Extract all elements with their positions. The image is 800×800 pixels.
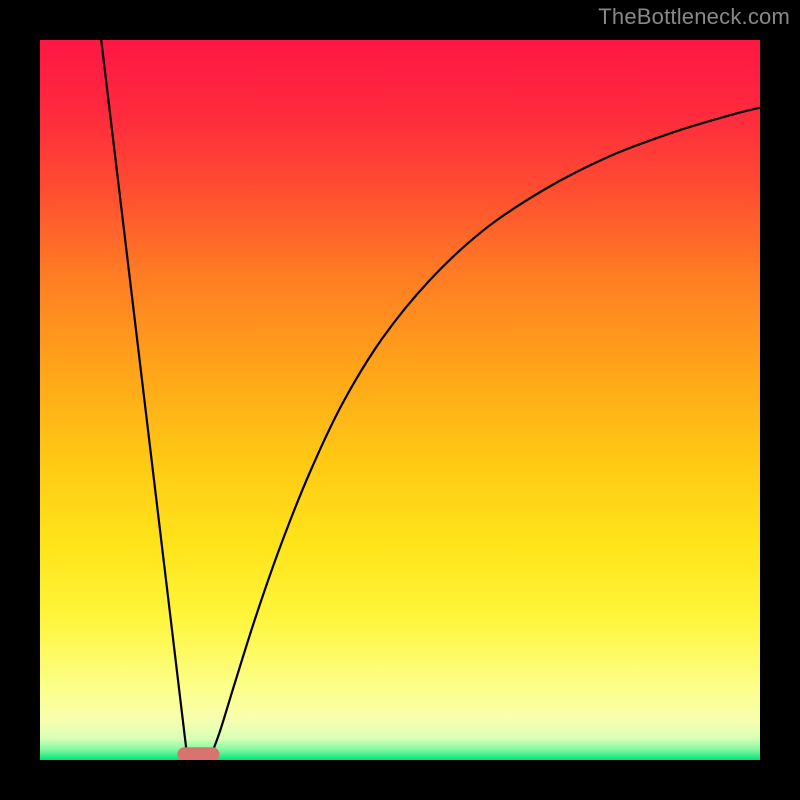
border-left: [0, 0, 40, 800]
border-bottom: [0, 760, 800, 800]
chart-svg: [0, 0, 800, 800]
border-right: [760, 0, 800, 800]
optimal-marker: [177, 747, 219, 761]
plot-background: [40, 40, 760, 760]
watermark-text: TheBottleneck.com: [598, 4, 790, 30]
chart-stage: TheBottleneck.com: [0, 0, 800, 800]
